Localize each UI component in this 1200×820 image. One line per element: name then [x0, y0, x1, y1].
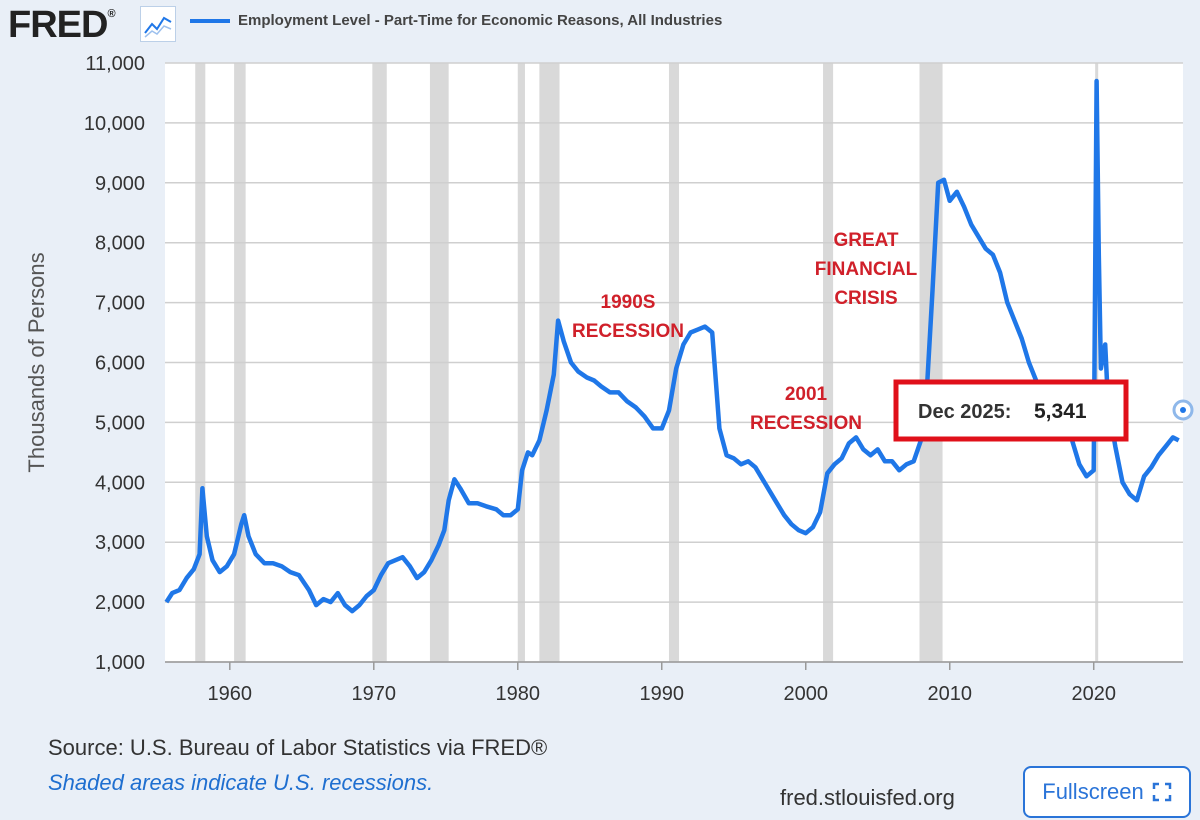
y-tick-label: 1,000 — [95, 652, 145, 674]
annotation-label: RECESSION — [750, 413, 862, 434]
annotation-label: RECESSION — [572, 321, 684, 342]
x-tick-label: 2000 — [783, 683, 828, 705]
y-tick-label: 11,000 — [85, 53, 145, 75]
annotation-label: FINANCIAL — [815, 259, 918, 280]
source-text: Source: U.S. Bureau of Labor Statistics … — [48, 735, 548, 760]
annotation-label: CRISIS — [834, 288, 897, 309]
chart-area[interactable]: 1,000 2,000 3,000 4,000 5,000 6,000 7,000 8,000… — [0, 48, 1200, 738]
expand-icon — [1152, 782, 1171, 802]
y-tick-label: 10,000 — [84, 113, 145, 135]
y-tick-label: 5,000 — [95, 412, 145, 434]
tooltip-box — [893, 379, 1129, 442]
y-tick-label: 8,000 — [95, 233, 145, 255]
tooltip-value: 5,341 — [1034, 400, 1087, 423]
y-tick-label: 4,000 — [95, 472, 145, 494]
tooltip-date: Dec 2025: — [918, 401, 1011, 423]
y-tick-label: 2,000 — [95, 592, 145, 614]
fred-logo[interactable]: FRED® — [8, 4, 116, 46]
x-tick-label: 1970 — [352, 683, 397, 705]
legend-swatch — [190, 19, 230, 23]
x-tick-label: 1980 — [496, 683, 541, 705]
y-tick-label: 3,000 — [95, 532, 145, 554]
fullscreen-label: Fullscreen — [1042, 779, 1144, 804]
y-tick-label: 6,000 — [95, 353, 145, 375]
y-axis-label: Thousands of Persons — [24, 252, 49, 472]
x-tick-label: 1960 — [208, 683, 253, 705]
recession-note: Shaded areas indicate U.S. recessions. — [48, 770, 434, 795]
x-tick-label: 2010 — [927, 683, 972, 705]
annotation-label: GREAT — [833, 230, 898, 251]
y-tick-label: 7,000 — [95, 293, 145, 315]
line-chart-icon[interactable] — [140, 6, 176, 42]
x-tick-label: 2020 — [1071, 683, 1116, 705]
fullscreen-button[interactable]: Fullscreen — [1023, 766, 1191, 818]
x-tick-label: 1990 — [640, 683, 685, 705]
hover-marker-dot — [1180, 407, 1186, 413]
legend-series-title: Employment Level - Part-Time for Economi… — [238, 12, 723, 29]
annotation-label: 1990S — [601, 292, 656, 313]
series-line — [164, 78, 1180, 614]
annotation-label: 2001 — [785, 384, 828, 405]
y-tick-label: 9,000 — [95, 173, 145, 195]
fred-url[interactable]: fred.stlouisfed.org — [780, 785, 955, 810]
chart-header: FRED® Employment Level - Part-Time for E… — [0, 0, 1200, 48]
